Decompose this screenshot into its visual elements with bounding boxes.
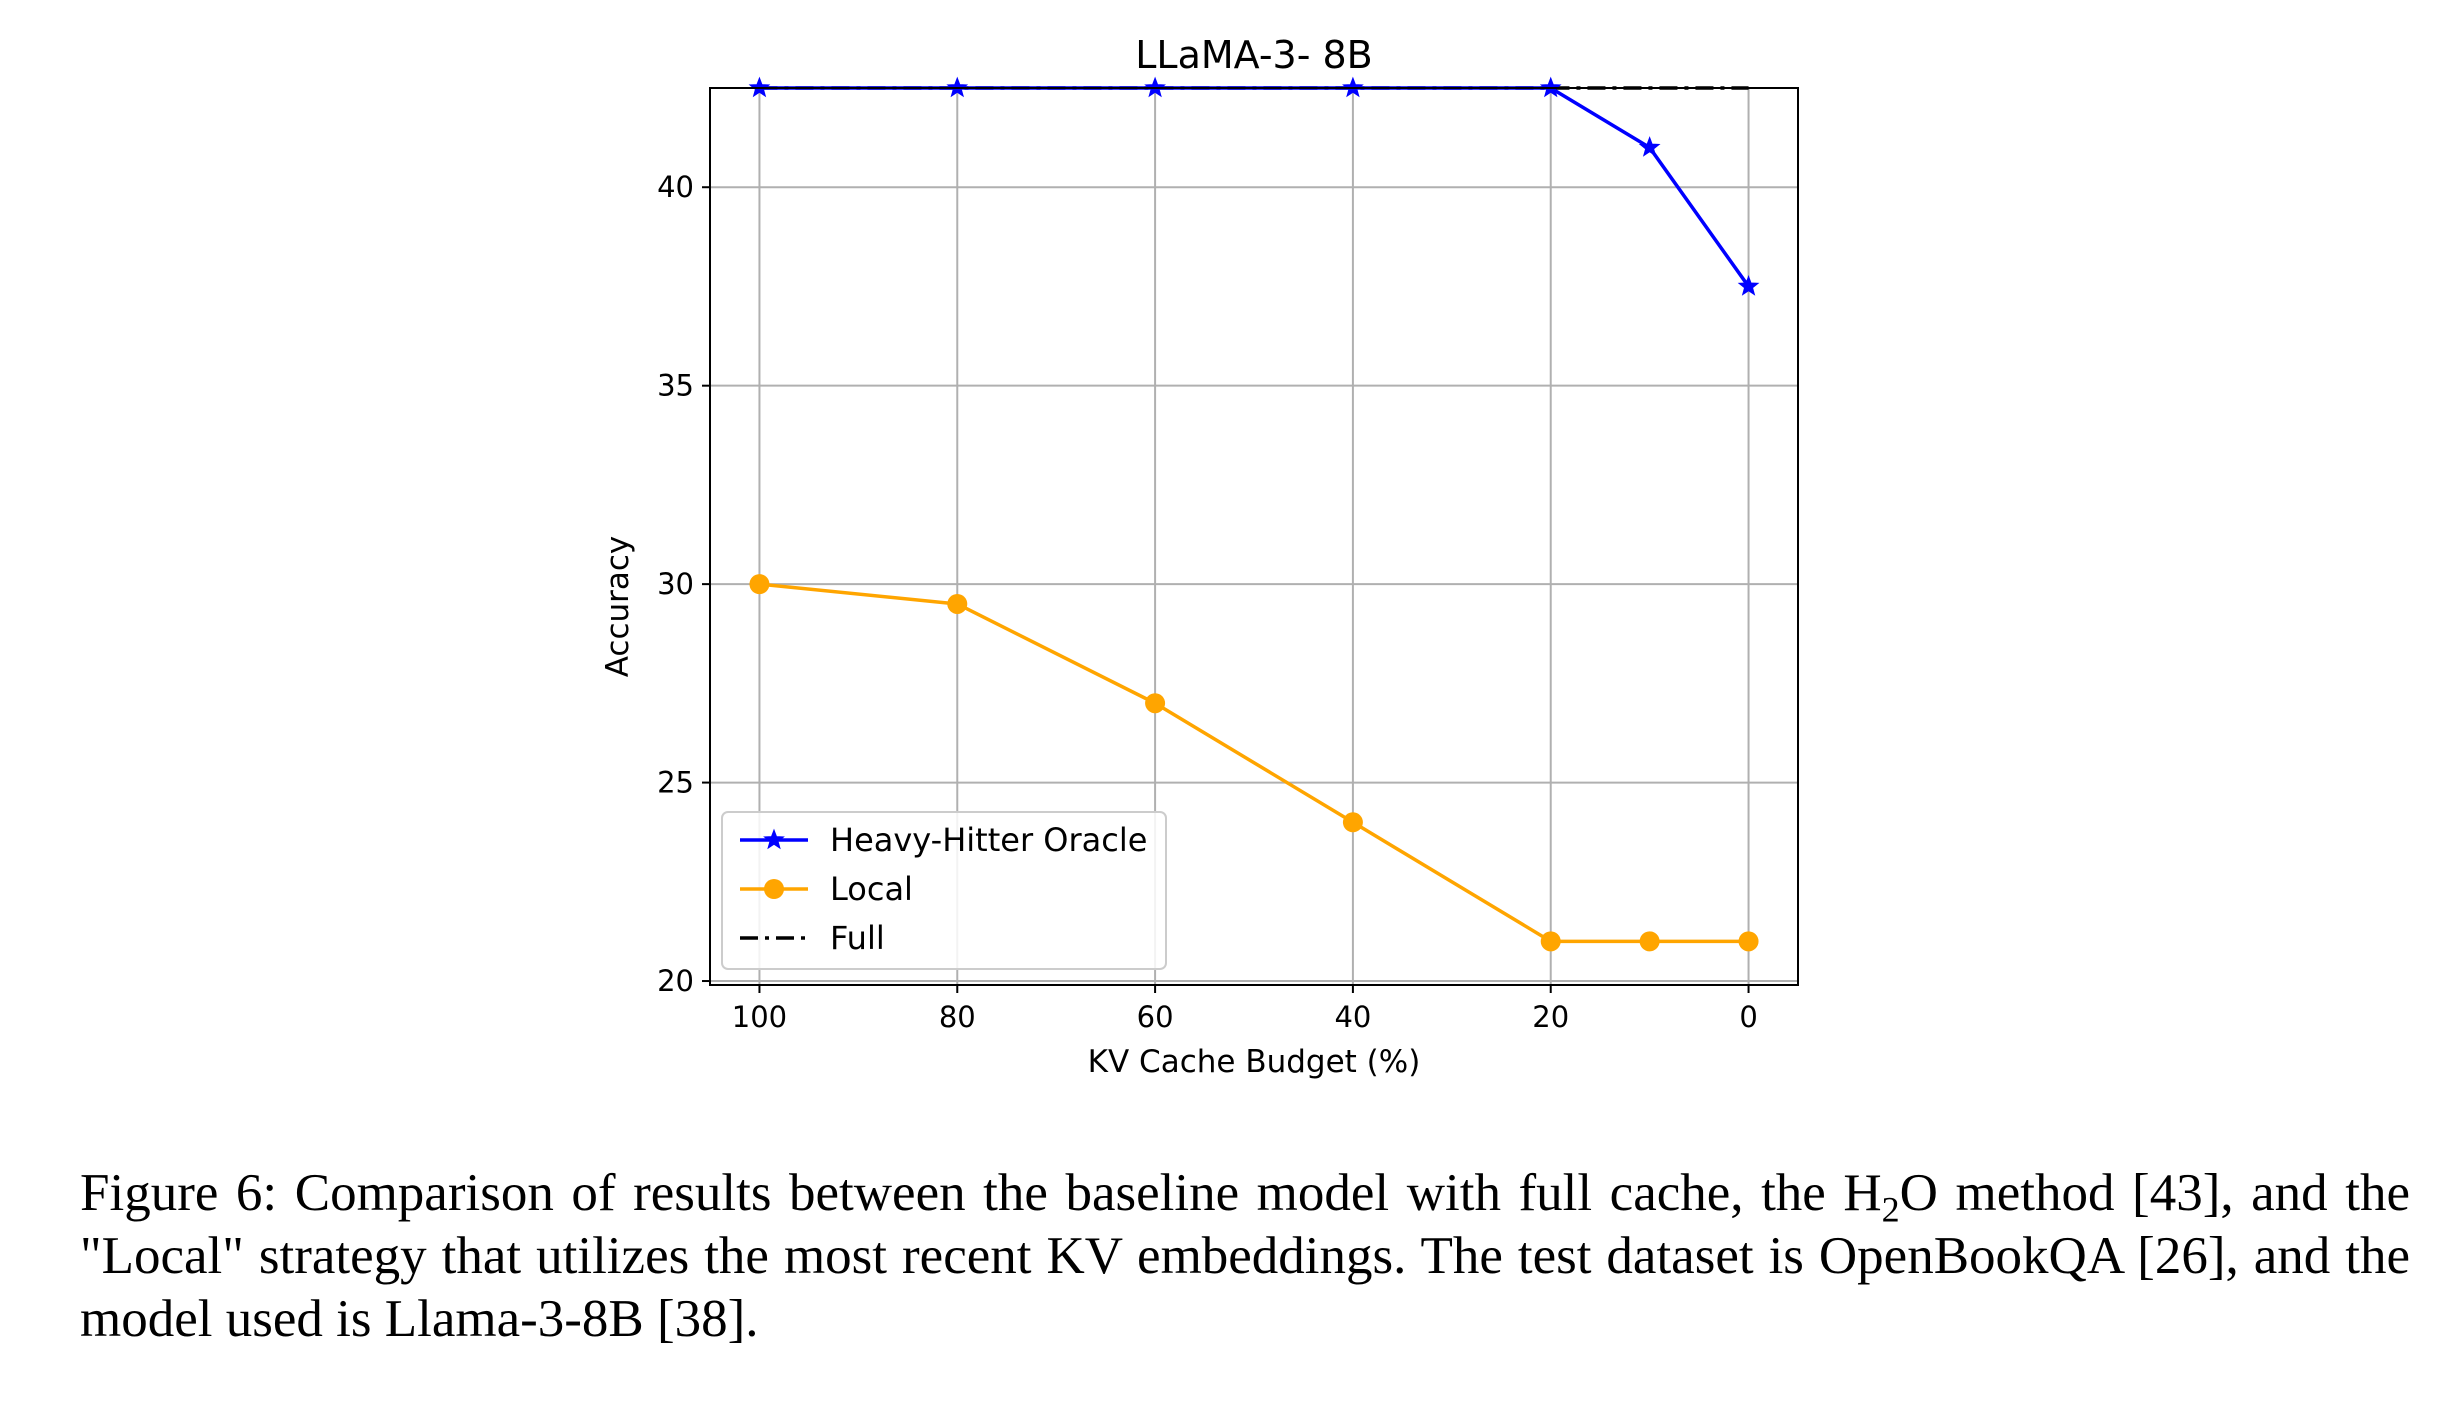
x-tick-label: 20 (1532, 1000, 1569, 1034)
data-point-local (947, 593, 968, 614)
legend-marker-local (764, 879, 784, 899)
x-tick-label: 100 (732, 1000, 787, 1034)
legend-box (721, 811, 1167, 970)
caption-subscript: 2 (1881, 1189, 1900, 1230)
data-point-heavy-hitter-oracle (1737, 275, 1760, 296)
data-point-local (1540, 931, 1561, 952)
x-tick-label: 80 (939, 1000, 976, 1034)
data-point-local (1342, 812, 1363, 833)
chart-title: LLaMA-3- 8B (1135, 33, 1373, 77)
legend-marker-heavy-hitter-oracle (763, 828, 785, 850)
data-point-local (749, 574, 770, 595)
y-tick-label: 35 (657, 369, 694, 403)
data-point-heavy-hitter-oracle (1638, 136, 1661, 157)
x-tick-label: 60 (1137, 1000, 1174, 1034)
caption-text-end: O method [43], and the "Local" strategy … (80, 1164, 2410, 1348)
x-tick-label: 0 (1739, 1000, 1757, 1034)
legend-label-heavy-hitter-oracle: Heavy-Hitter Oracle (830, 821, 1147, 859)
figure-caption: Figure 6: Comparison of results between … (80, 1162, 2410, 1351)
axis-ticks: 100 80 60 40 20 0 20 25 30 35 40 (657, 170, 1758, 1034)
y-tick-label: 20 (657, 964, 694, 998)
y-tick-label: 30 (657, 567, 694, 601)
data-point-local (1145, 693, 1166, 714)
legend-label-full: Full (830, 919, 885, 957)
caption-text-start: Figure 6: Comparison of results between … (80, 1164, 1882, 1222)
grid (710, 88, 1798, 985)
x-axis-label: KV Cache Budget (%) (1088, 1044, 1421, 1080)
data-point-local (1639, 931, 1660, 952)
data-point-local (1738, 931, 1759, 952)
legend-label-local: Local (830, 870, 913, 908)
y-tick-label: 40 (657, 170, 694, 204)
y-tick-label: 25 (657, 766, 694, 800)
y-axis-label: Accuracy (600, 536, 636, 678)
plot-frame (709, 87, 1799, 986)
legend: Heavy-Hitter Oracle Local Full (721, 811, 1167, 970)
x-tick-label: 40 (1334, 1000, 1371, 1034)
